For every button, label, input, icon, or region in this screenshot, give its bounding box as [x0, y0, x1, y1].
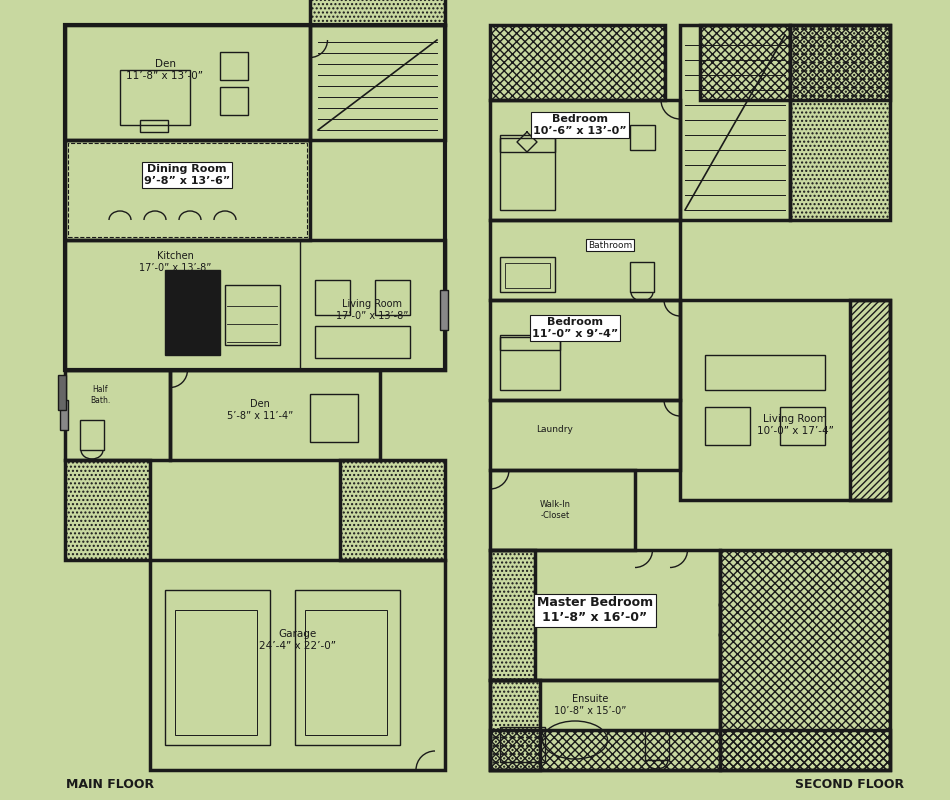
Text: Ensuite
10’-8” x 15’-0”: Ensuite 10’-8” x 15’-0” — [554, 694, 626, 716]
Text: Bedroom
11’-0” x 9’-4”: Bedroom 11’-0” x 9’-4” — [532, 317, 618, 339]
Bar — [220, 87, 248, 115]
Bar — [490, 400, 680, 470]
Bar — [680, 300, 890, 500]
Text: Living Room
10’-0” x 17’-4”: Living Room 10’-0” x 17’-4” — [756, 414, 833, 436]
Bar — [490, 220, 680, 300]
Bar — [680, 25, 790, 220]
Bar — [175, 610, 257, 735]
Text: Master Bedroom
11’-8” x 16’-0”: Master Bedroom 11’-8” x 16’-0” — [537, 596, 653, 624]
Text: c: c — [717, 630, 723, 640]
Bar — [68, 143, 307, 237]
Bar — [65, 25, 445, 370]
Text: Den
11’-8” x 13’-0”: Den 11’-8” x 13’-0” — [126, 59, 203, 81]
Bar — [500, 335, 560, 390]
Text: SECOND FLOOR: SECOND FLOOR — [795, 778, 904, 791]
Bar — [500, 337, 560, 350]
Text: Walk-In
-Closet: Walk-In -Closet — [540, 500, 571, 520]
Bar — [490, 100, 680, 220]
Bar — [490, 300, 680, 400]
Bar — [60, 400, 68, 430]
Bar — [220, 52, 248, 80]
Bar — [490, 730, 890, 770]
Bar — [700, 25, 890, 100]
Bar — [310, 0, 445, 25]
Bar — [375, 280, 410, 315]
Bar — [705, 355, 825, 390]
Bar — [630, 125, 655, 150]
Bar — [490, 550, 720, 680]
Bar — [630, 262, 654, 292]
Bar — [225, 285, 280, 345]
Bar — [500, 135, 555, 210]
Bar — [315, 280, 350, 315]
Text: Bedroom
10’-6” x 13’-0”: Bedroom 10’-6” x 13’-0” — [533, 114, 627, 136]
Bar — [490, 550, 535, 680]
Text: MAIN FLOOR: MAIN FLOOR — [66, 778, 154, 791]
Bar — [170, 370, 380, 460]
Text: Garage
24’-4” x 22’-0”: Garage 24’-4” x 22’-0” — [259, 629, 336, 650]
Bar — [645, 730, 669, 760]
Bar — [165, 270, 220, 355]
Bar — [65, 460, 150, 560]
Bar — [490, 470, 635, 550]
Bar — [120, 70, 190, 125]
Bar — [440, 290, 448, 330]
Bar — [500, 257, 555, 292]
Bar — [490, 25, 665, 100]
Bar — [790, 25, 890, 220]
Text: Dining Room
9’-8” x 13’-6”: Dining Room 9’-8” x 13’-6” — [143, 164, 230, 186]
Text: Kitchen
17’-0” x 13’-8”: Kitchen 17’-0” x 13’-8” — [139, 251, 211, 273]
Bar — [305, 610, 387, 735]
Text: Laundry: Laundry — [537, 426, 574, 434]
Bar — [295, 590, 400, 745]
Bar — [720, 550, 890, 770]
Bar — [65, 370, 170, 460]
Bar — [505, 263, 550, 288]
Bar — [65, 25, 310, 140]
Bar — [150, 560, 445, 770]
Bar — [58, 375, 66, 410]
Text: Bathroom: Bathroom — [588, 241, 632, 250]
Bar — [340, 460, 445, 560]
Text: Living Room
17’-0” x 13’-8”: Living Room 17’-0” x 13’-8” — [335, 299, 408, 321]
Bar — [780, 407, 825, 445]
Bar — [705, 407, 750, 445]
Bar — [165, 590, 270, 745]
Text: c: c — [717, 600, 723, 610]
Bar — [850, 300, 890, 500]
Bar — [310, 25, 445, 140]
Text: Den
5’-8” x 11’-4”: Den 5’-8” x 11’-4” — [227, 399, 294, 421]
Bar — [315, 326, 410, 358]
Bar — [65, 140, 310, 240]
Text: Half
Bath.: Half Bath. — [90, 386, 110, 405]
Bar — [65, 240, 445, 370]
Bar — [310, 394, 358, 442]
Bar — [490, 680, 720, 770]
Bar — [500, 727, 545, 762]
Bar — [490, 680, 540, 770]
Bar — [80, 420, 104, 450]
Bar — [500, 138, 555, 152]
Bar — [140, 120, 168, 132]
